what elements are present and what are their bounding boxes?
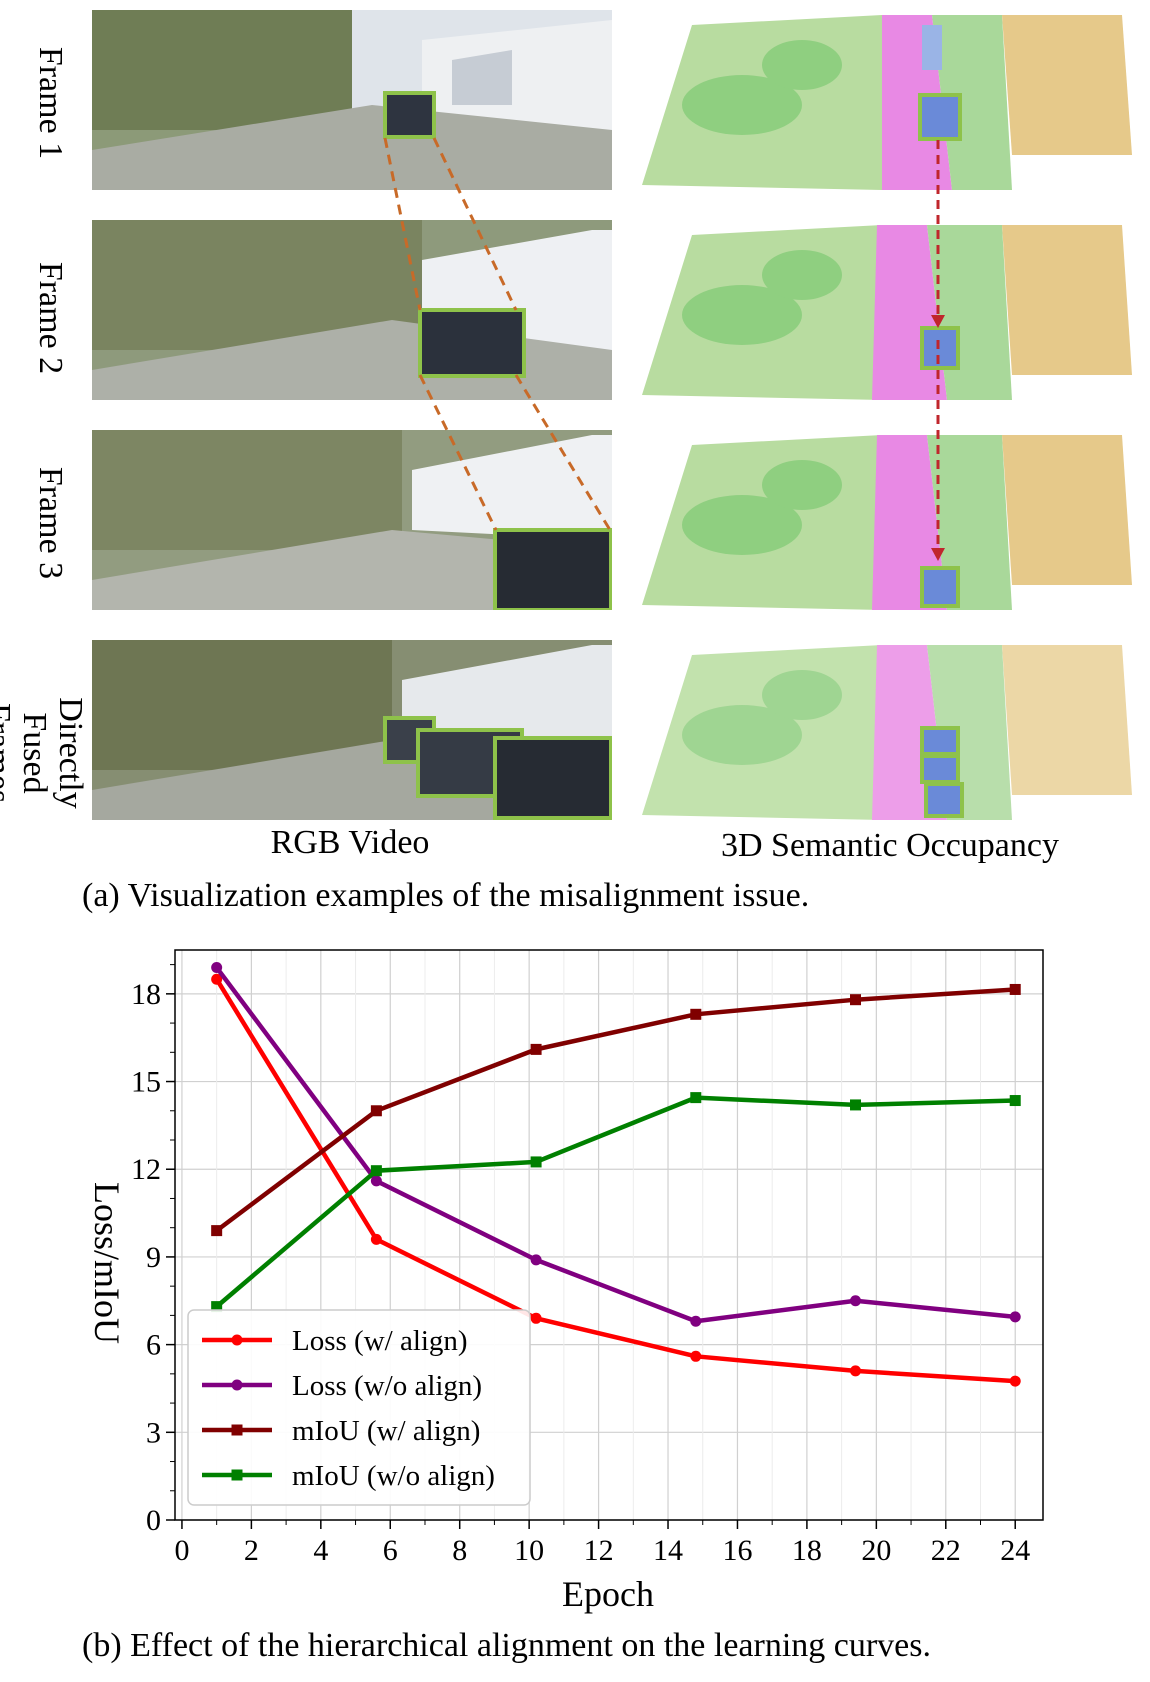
rgb-frame-2 [92,220,612,400]
y-tick-label: 9 [146,1241,161,1274]
data-point [370,1233,382,1245]
caption-b: (b) Effect of the hierarchical alignment… [82,1627,932,1664]
legend-label: Loss (w/o align) [292,1370,482,1402]
data-point [530,1312,542,1324]
legend-box [187,1309,531,1506]
data-point [1009,1375,1021,1387]
x-tick-label: 16 [722,1534,752,1567]
x-axis-label: Epoch [562,1574,654,1614]
legend-label: Loss (w/ align) [292,1325,468,1357]
y-tick-label: 6 [146,1329,161,1362]
data-point [850,1295,862,1307]
legend-label: mIoU (w/ align) [292,1415,480,1447]
data-point [1009,1311,1021,1323]
y-tick-label: 3 [146,1416,161,1449]
chart-series [211,962,1021,1387]
occupancy-motion-arrows [931,140,945,561]
tracking-connectors [383,137,612,531]
data-point [530,1156,542,1168]
data-point [530,1043,542,1055]
x-tick-label: 2 [244,1534,259,1567]
series-line-2 [215,987,1016,1233]
x-tick-label: 18 [792,1534,822,1567]
column-heading-rgb: RGB Video [270,824,430,861]
row-label-fused-line1: Directly [52,697,89,809]
y-tick-label: 15 [131,1066,161,1099]
y-tick-label: 18 [131,978,161,1011]
series-line-3 [215,1095,1016,1309]
data-point [370,1105,382,1117]
data-point [690,1008,702,1020]
caption-a: (a) Visualization examples of the misali… [82,877,810,914]
occupancy-frame-2 [642,225,1132,400]
column-heading-occupancy: 3D Semantic Occupancy [721,827,1059,864]
data-point [211,962,223,974]
x-tick-label: 14 [653,1534,683,1567]
data-point [211,1225,223,1237]
row-label-fused-line2: Fused Frames [0,702,53,804]
legend-marker [231,1379,243,1391]
rgb-fused [92,640,612,820]
legend-marker [231,1334,243,1346]
data-point [211,1301,223,1313]
data-point [690,1350,702,1362]
occupancy-fused [642,645,1132,820]
data-point [211,973,223,985]
x-tick-label: 6 [383,1534,398,1567]
occupancy-frame-1 [642,15,1132,190]
data-point [370,1165,382,1177]
chart-legend: Loss (w/ align) Loss (w/o align) mIoU (w/ … [187,1309,531,1506]
figure-a: Frame 1 Frame 2 Frame 3 Directly Fused F… [0,10,1132,914]
data-point [690,1315,702,1327]
x-tick-label: 20 [861,1534,891,1567]
x-tick-label: 12 [584,1534,614,1567]
legend-marker [231,1469,243,1481]
y-axis-label: Loss/mIoU [87,1182,127,1344]
data-point [1009,1095,1021,1107]
x-tick-label: 22 [931,1534,961,1567]
data-point [850,994,862,1006]
rgb-frame-3 [92,430,612,610]
data-point [530,1254,542,1266]
y-tick-label: 0 [146,1504,161,1537]
legend-label: mIoU (w/o align) [292,1460,495,1492]
plot-frame [174,949,1044,1521]
x-tick-label: 4 [313,1534,328,1567]
data-point [1009,983,1021,995]
data-point [850,1365,862,1377]
rgb-frame-1 [92,10,612,190]
figure-b: 0 2 4 6 8 10 12 14 16 18 20 22 24 0 3 6 9 12 15 18 Epoch Lo… [0,930,1150,1682]
x-tick-label: 0 [174,1534,189,1567]
series-line-1 [214,966,1016,1324]
legend-marker [231,1424,243,1436]
y-tick-label: 12 [131,1153,161,1186]
data-point [370,1175,382,1187]
x-tick-label: 10 [514,1534,544,1567]
occupancy-frame-3 [642,435,1132,610]
data-point [690,1092,702,1104]
row-label-fused: Directly Fused Frames [0,663,89,843]
data-point [850,1099,862,1111]
x-tick-label: 24 [1000,1534,1030,1567]
x-tick-label: 8 [452,1534,467,1567]
